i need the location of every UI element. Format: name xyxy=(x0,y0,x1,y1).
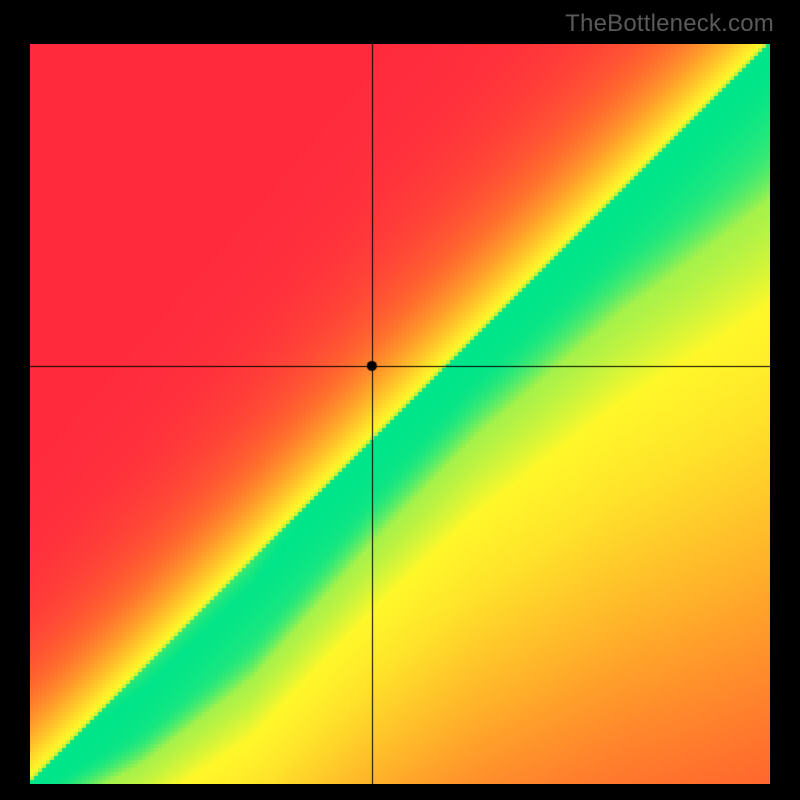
root-frame: TheBottleneck.com xyxy=(0,0,800,800)
watermark-text: TheBottleneck.com xyxy=(565,10,774,38)
bottleneck-heatmap xyxy=(30,44,770,784)
